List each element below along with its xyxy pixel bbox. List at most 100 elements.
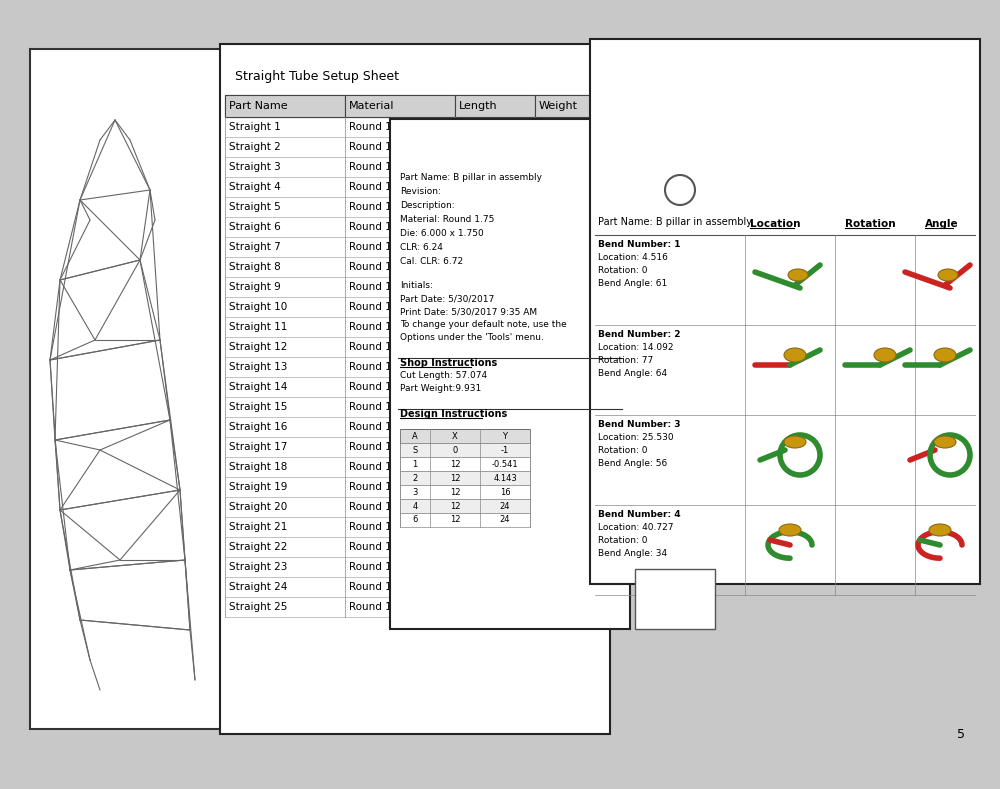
Text: Round 1.75: Round 1.75 <box>349 482 408 492</box>
Text: Straight 3: Straight 3 <box>229 162 281 172</box>
Text: CLR: 6.24: CLR: 6.24 <box>400 243 443 252</box>
Text: Round 1.75: Round 1.75 <box>349 262 408 272</box>
Text: Part Weight:9.931: Part Weight:9.931 <box>400 384 481 393</box>
Text: Round 1.75: Round 1.75 <box>349 322 408 332</box>
Text: Round 1.75: Round 1.75 <box>349 162 408 172</box>
Bar <box>535 95 605 117</box>
Text: Round 1.25: Round 1.25 <box>349 442 408 452</box>
Text: Description:: Description: <box>400 201 455 210</box>
Text: 12: 12 <box>450 502 460 510</box>
Text: Part Name: B pillar in assembly: Part Name: B pillar in assembly <box>598 217 752 227</box>
Text: Cal. CLR: 6.72: Cal. CLR: 6.72 <box>400 257 463 266</box>
Text: Location: 14.092: Location: 14.092 <box>598 343 674 352</box>
Text: Revision:: Revision: <box>400 187 441 196</box>
Bar <box>635 569 715 629</box>
Bar <box>345 95 455 117</box>
Text: Location: 25.530: Location: 25.530 <box>598 433 674 442</box>
Text: Straight 25: Straight 25 <box>229 602 287 612</box>
Text: 5: 5 <box>957 728 965 741</box>
Bar <box>455 95 535 117</box>
Text: Round 1.25: Round 1.25 <box>349 422 408 432</box>
Text: Bend Number: 4: Bend Number: 4 <box>598 510 681 519</box>
Text: Round 1.75: Round 1.75 <box>349 342 408 352</box>
Text: Bend Number: 1: Bend Number: 1 <box>598 240 680 249</box>
Text: Straight 4: Straight 4 <box>229 182 281 192</box>
Text: Round 1.75: Round 1.75 <box>349 602 408 612</box>
Text: Rotation: 0: Rotation: 0 <box>598 266 648 275</box>
Text: A: A <box>412 432 418 440</box>
Text: -0.541: -0.541 <box>492 459 518 469</box>
Text: 12: 12 <box>450 473 460 483</box>
Text: Round 1.75: Round 1.75 <box>349 242 408 252</box>
Bar <box>30 49 245 729</box>
Text: Straight 22: Straight 22 <box>229 542 287 552</box>
Text: Round 1.75: Round 1.75 <box>349 182 408 192</box>
Ellipse shape <box>938 269 958 281</box>
Bar <box>220 44 610 734</box>
Text: -1: -1 <box>501 446 509 454</box>
Text: 24: 24 <box>500 502 510 510</box>
Bar <box>225 95 605 117</box>
Text: Straight 11: Straight 11 <box>229 322 287 332</box>
Text: Round 1.75: Round 1.75 <box>349 582 408 592</box>
Bar <box>400 443 530 457</box>
Ellipse shape <box>929 524 951 536</box>
Ellipse shape <box>874 348 896 362</box>
Text: Location: 4.516: Location: 4.516 <box>598 253 668 262</box>
Text: 4.143: 4.143 <box>493 473 517 483</box>
Text: Rotation: 0: Rotation: 0 <box>598 446 648 455</box>
Text: Y: Y <box>503 432 508 440</box>
Text: Weight: Weight <box>539 101 578 111</box>
Bar <box>400 471 530 485</box>
Text: Material: Round 1.75: Material: Round 1.75 <box>400 215 494 224</box>
Text: Bend Angle: 61: Bend Angle: 61 <box>598 279 667 288</box>
Text: Straight 20: Straight 20 <box>229 502 287 512</box>
Text: 16: 16 <box>500 488 510 496</box>
Text: Part Name: Part Name <box>229 101 288 111</box>
Text: Design Instructions: Design Instructions <box>400 409 507 419</box>
Text: Round 1.75: Round 1.75 <box>349 382 408 392</box>
Text: Bend Number: 2: Bend Number: 2 <box>598 330 680 339</box>
Text: To change your default note, use the: To change your default note, use the <box>400 320 567 329</box>
Text: Bend Angle: 34: Bend Angle: 34 <box>598 549 667 558</box>
Text: Straight 19: Straight 19 <box>229 482 287 492</box>
Text: Options under the 'Tools' menu.: Options under the 'Tools' menu. <box>400 333 544 342</box>
Text: Angle: Angle <box>925 219 959 229</box>
Text: Round 1.75: Round 1.75 <box>349 362 408 372</box>
Text: S: S <box>412 446 418 454</box>
Text: Cut Length: 57.074: Cut Length: 57.074 <box>400 371 487 380</box>
Text: X: X <box>452 432 458 440</box>
Text: Part Date: 5/30/2017: Part Date: 5/30/2017 <box>400 294 494 303</box>
Ellipse shape <box>784 436 806 448</box>
Text: Straight 7: Straight 7 <box>229 242 281 252</box>
Text: Straight 5: Straight 5 <box>229 202 281 212</box>
Text: Rotation: 77: Rotation: 77 <box>598 356 653 365</box>
Text: Straight 13: Straight 13 <box>229 362 287 372</box>
Text: Straight 9: Straight 9 <box>229 282 281 292</box>
Bar <box>400 485 530 499</box>
Text: Straight 21: Straight 21 <box>229 522 287 532</box>
Text: Straight 15: Straight 15 <box>229 402 287 412</box>
Text: 6: 6 <box>412 515 418 525</box>
Text: Straight 1: Straight 1 <box>229 122 281 132</box>
Text: Shop Instructions: Shop Instructions <box>400 358 497 368</box>
Text: 3: 3 <box>412 488 418 496</box>
Text: Round 1.75: Round 1.75 <box>349 282 408 292</box>
Ellipse shape <box>788 269 808 281</box>
Text: Bend Angle: 64: Bend Angle: 64 <box>598 369 667 378</box>
Text: Print Date: 5/30/2017 9:35 AM: Print Date: 5/30/2017 9:35 AM <box>400 307 537 316</box>
Text: Round 1.75: Round 1.75 <box>349 562 408 572</box>
Text: 0: 0 <box>452 446 458 454</box>
Text: Round 1.75: Round 1.75 <box>349 302 408 312</box>
Text: 4: 4 <box>412 502 418 510</box>
Text: Round 1.75: Round 1.75 <box>349 142 408 152</box>
Text: Straight 24: Straight 24 <box>229 582 287 592</box>
Text: Round 1.75: Round 1.75 <box>349 502 408 512</box>
Text: Die: 6.000 x 1.750: Die: 6.000 x 1.750 <box>400 229 484 238</box>
Text: Round 1.75: Round 1.75 <box>349 462 408 472</box>
Bar <box>400 513 530 527</box>
Bar <box>400 499 530 513</box>
Bar <box>225 95 345 117</box>
Text: Straight 2: Straight 2 <box>229 142 281 152</box>
Text: Round 1.75: Round 1.75 <box>349 222 408 232</box>
